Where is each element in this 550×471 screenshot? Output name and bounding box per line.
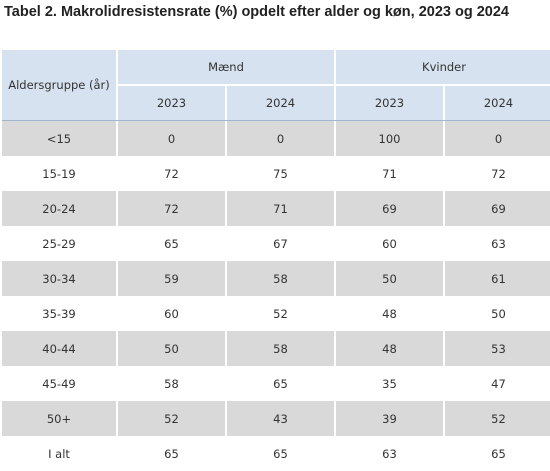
- value-cell: 50: [118, 331, 225, 366]
- age-group-cell: I alt: [48, 446, 70, 461]
- value-cell: 63: [491, 236, 506, 251]
- value-cell: 69: [445, 191, 550, 226]
- value-cell: 72: [164, 166, 179, 181]
- value-cell: 71: [227, 191, 334, 226]
- value-cell: 65: [273, 376, 288, 391]
- age-group-cell: 50+: [2, 401, 116, 436]
- value-cell: 60: [382, 236, 397, 251]
- value-cell: 60: [164, 306, 179, 321]
- value-cell: 52: [445, 401, 550, 436]
- year-header-women-2023: 2023: [336, 86, 443, 120]
- value-cell: 65: [164, 236, 179, 251]
- value-cell: 0: [227, 121, 334, 156]
- women-header: Kvinder: [336, 50, 550, 86]
- value-cell: 47: [491, 376, 506, 391]
- value-cell: 100: [336, 121, 443, 156]
- value-cell: 0: [445, 121, 550, 156]
- value-cell: 35: [382, 376, 397, 391]
- value-cell: 58: [227, 331, 334, 366]
- table-row: 50+ 52 43 39 52: [2, 401, 550, 436]
- age-group-cell: 35-39: [42, 306, 76, 321]
- age-group-cell: 30-34: [2, 261, 116, 296]
- age-group-cell: 25-29: [42, 236, 76, 251]
- men-header: Mænd: [118, 50, 334, 86]
- value-cell: 69: [336, 191, 443, 226]
- age-group-cell: 15-19: [42, 166, 76, 181]
- value-cell: 39: [336, 401, 443, 436]
- value-cell: 50: [336, 261, 443, 296]
- value-cell: 59: [118, 261, 225, 296]
- value-cell: 75: [273, 166, 288, 181]
- table-row: 20-24 72 71 69 69: [2, 191, 550, 226]
- value-cell: 52: [273, 306, 288, 321]
- value-cell: 48: [336, 331, 443, 366]
- table-row: <15 0 0 100 0: [2, 121, 550, 156]
- table-row: I alt 65 65 63 65: [2, 436, 550, 471]
- value-cell: 0: [118, 121, 225, 156]
- table-row: 35-39 60 52 48 50: [2, 296, 550, 331]
- value-cell: 52: [118, 401, 225, 436]
- year-header-men-2023: 2023: [118, 86, 225, 120]
- value-cell: 61: [445, 261, 550, 296]
- value-cell: 58: [164, 376, 179, 391]
- table-row: 45-49 58 65 35 47: [2, 366, 550, 401]
- value-cell: 63: [382, 446, 397, 461]
- age-group-cell: 45-49: [42, 376, 76, 391]
- value-cell: 43: [227, 401, 334, 436]
- value-cell: 58: [227, 261, 334, 296]
- resistance-table: Aldersgruppe (år) Mænd Kvinder 2023 2024…: [0, 50, 550, 471]
- value-cell: 72: [118, 191, 225, 226]
- value-cell: 48: [382, 306, 397, 321]
- age-group-cell: <15: [2, 121, 116, 156]
- header-separator: [2, 120, 550, 121]
- table-row: 40-44 50 58 48 53: [2, 331, 550, 366]
- value-cell: 71: [382, 166, 397, 181]
- age-group-cell: 20-24: [2, 191, 116, 226]
- year-header-women-2024: 2024: [445, 86, 550, 120]
- value-cell: 67: [273, 236, 288, 251]
- value-cell: 65: [491, 446, 506, 461]
- value-cell: 50: [491, 306, 506, 321]
- table-row: 15-19 72 75 71 72: [2, 156, 550, 191]
- year-header-men-2024: 2024: [227, 86, 334, 120]
- age-group-cell: 40-44: [2, 331, 116, 366]
- value-cell: 72: [491, 166, 506, 181]
- age-group-header: Aldersgruppe (år): [2, 50, 116, 120]
- value-cell: 65: [164, 446, 179, 461]
- table-title: Tabel 2. Makrolidresistensrate (%) opdel…: [4, 4, 509, 20]
- value-cell: 65: [273, 446, 288, 461]
- table-row: 25-29 65 67 60 63: [2, 226, 550, 261]
- value-cell: 53: [445, 331, 550, 366]
- table-row: 30-34 59 58 50 61: [2, 261, 550, 296]
